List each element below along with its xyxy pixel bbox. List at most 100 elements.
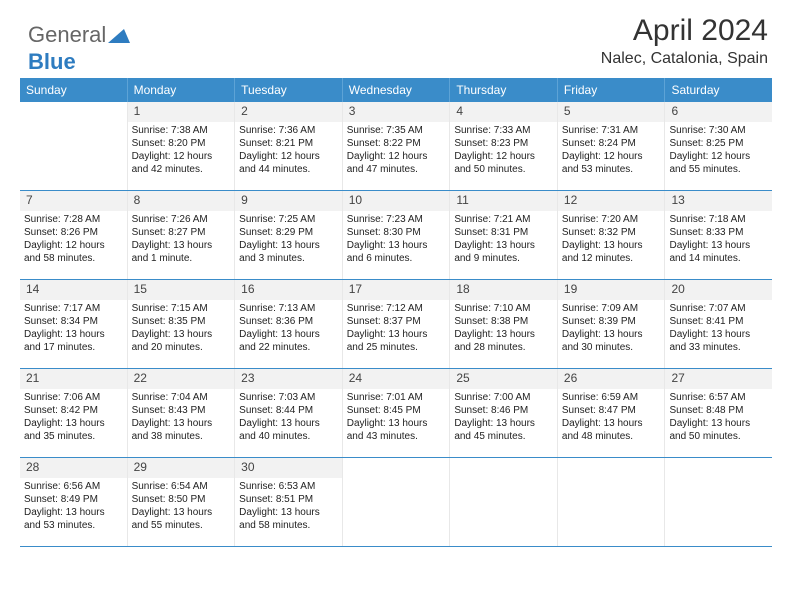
calendar-cell: 27Sunrise: 6:57 AMSunset: 8:48 PMDayligh… (665, 369, 772, 457)
daylight-text: Daylight: 12 hours and 44 minutes. (239, 150, 338, 176)
sunset-text: Sunset: 8:48 PM (669, 404, 768, 417)
week-row: 21Sunrise: 7:06 AMSunset: 8:42 PMDayligh… (20, 369, 772, 458)
sunset-text: Sunset: 8:27 PM (132, 226, 231, 239)
calendar-body: 1Sunrise: 7:38 AMSunset: 8:20 PMDaylight… (20, 102, 772, 547)
sunset-text: Sunset: 8:41 PM (669, 315, 768, 328)
week-row: 28Sunrise: 6:56 AMSunset: 8:49 PMDayligh… (20, 458, 772, 547)
sunrise-text: Sunrise: 7:01 AM (347, 391, 446, 404)
daylight-text: Daylight: 13 hours and 53 minutes. (24, 506, 123, 532)
calendar-cell: 9 Sunrise: 7:25 AMSunset: 8:29 PMDaylight… (235, 191, 343, 279)
sunset-text: Sunset: 8:38 PM (454, 315, 553, 328)
sunrise-text: Sunrise: 7:13 AM (239, 302, 338, 315)
daylight-text: Daylight: 13 hours and 22 minutes. (239, 328, 338, 354)
calendar-cell: 8Sunrise: 7:26 AMSunset: 8:27 PMDaylight… (128, 191, 236, 279)
calendar-cell: 22Sunrise: 7:04 AMSunset: 8:43 PMDayligh… (128, 369, 236, 457)
sunrise-text: Sunrise: 7:20 AM (562, 213, 661, 226)
calendar-cell: 26Sunrise: 6:59 AMSunset: 8:47 PMDayligh… (558, 369, 666, 457)
calendar-cell: 12Sunrise: 7:20 AMSunset: 8:32 PMDayligh… (558, 191, 666, 279)
calendar-cell (558, 458, 666, 546)
sunrise-text: Sunrise: 7:30 AM (669, 124, 768, 137)
sunset-text: Sunset: 8:43 PM (132, 404, 231, 417)
daylight-text: Daylight: 13 hours and 58 minutes. (239, 506, 338, 532)
daylight-text: Daylight: 12 hours and 58 minutes. (24, 239, 123, 265)
sunrise-text: Sunrise: 7:23 AM (347, 213, 446, 226)
daylight-text: Daylight: 13 hours and 1 minute. (132, 239, 231, 265)
sunrise-text: Sunrise: 7:09 AM (562, 302, 661, 315)
daylight-text: Daylight: 12 hours and 53 minutes. (562, 150, 661, 176)
sunset-text: Sunset: 8:24 PM (562, 137, 661, 150)
day-number: 25 (450, 369, 557, 389)
sunset-text: Sunset: 8:30 PM (347, 226, 446, 239)
sunset-text: Sunset: 8:22 PM (347, 137, 446, 150)
day-header-sat: Saturday (665, 78, 772, 102)
daylight-text: Daylight: 13 hours and 3 minutes. (239, 239, 338, 265)
sunset-text: Sunset: 8:33 PM (669, 226, 768, 239)
day-number: 18 (450, 280, 557, 300)
day-number: 26 (558, 369, 665, 389)
sunrise-text: Sunrise: 7:31 AM (562, 124, 661, 137)
sunset-text: Sunset: 8:37 PM (347, 315, 446, 328)
sunrise-text: Sunrise: 7:10 AM (454, 302, 553, 315)
day-number: 21 (20, 369, 127, 389)
daylight-text: Daylight: 13 hours and 14 minutes. (669, 239, 768, 265)
sunrise-text: Sunrise: 7:17 AM (24, 302, 123, 315)
daylight-text: Daylight: 13 hours and 35 minutes. (24, 417, 123, 443)
sunset-text: Sunset: 8:42 PM (24, 404, 123, 417)
calendar-cell: 13Sunrise: 7:18 AMSunset: 8:33 PMDayligh… (665, 191, 772, 279)
daylight-text: Daylight: 13 hours and 33 minutes. (669, 328, 768, 354)
calendar-cell: 20Sunrise: 7:07 AMSunset: 8:41 PMDayligh… (665, 280, 772, 368)
sunrise-text: Sunrise: 7:35 AM (347, 124, 446, 137)
day-number: 9 (235, 191, 342, 211)
day-header-fri: Friday (558, 78, 666, 102)
calendar-cell: 30Sunrise: 6:53 AMSunset: 8:51 PMDayligh… (235, 458, 343, 546)
calendar-cell: 16Sunrise: 7:13 AMSunset: 8:36 PMDayligh… (235, 280, 343, 368)
calendar-cell: 18Sunrise: 7:10 AMSunset: 8:38 PMDayligh… (450, 280, 558, 368)
calendar-cell: 24Sunrise: 7:01 AMSunset: 8:45 PMDayligh… (343, 369, 451, 457)
sunset-text: Sunset: 8:25 PM (669, 137, 768, 150)
sunset-text: Sunset: 8:26 PM (24, 226, 123, 239)
daylight-text: Daylight: 13 hours and 6 minutes. (347, 239, 446, 265)
day-number: 12 (558, 191, 665, 211)
sunrise-text: Sunrise: 7:06 AM (24, 391, 123, 404)
sunrise-text: Sunrise: 7:25 AM (239, 213, 338, 226)
sunrise-text: Sunrise: 7:26 AM (132, 213, 231, 226)
sunrise-text: Sunrise: 7:18 AM (669, 213, 768, 226)
calendar-cell (665, 458, 772, 546)
logo-part2: Blue (28, 49, 76, 74)
calendar-cell: 23Sunrise: 7:03 AMSunset: 8:44 PMDayligh… (235, 369, 343, 457)
calendar-cell: 11Sunrise: 7:21 AMSunset: 8:31 PMDayligh… (450, 191, 558, 279)
sunrise-text: Sunrise: 7:00 AM (454, 391, 553, 404)
sunrise-text: Sunrise: 7:03 AM (239, 391, 338, 404)
calendar-cell: 15Sunrise: 7:15 AMSunset: 8:35 PMDayligh… (128, 280, 236, 368)
sunset-text: Sunset: 8:44 PM (239, 404, 338, 417)
day-number: 14 (20, 280, 127, 300)
day-header-mon: Monday (128, 78, 236, 102)
calendar-cell (450, 458, 558, 546)
daylight-text: Daylight: 12 hours and 50 minutes. (454, 150, 553, 176)
day-header-row: Sunday Monday Tuesday Wednesday Thursday… (20, 78, 772, 102)
day-number: 17 (343, 280, 450, 300)
sunrise-text: Sunrise: 7:12 AM (347, 302, 446, 315)
sunrise-text: Sunrise: 7:04 AM (132, 391, 231, 404)
day-number: 4 (450, 102, 557, 122)
sunrise-text: Sunrise: 7:28 AM (24, 213, 123, 226)
calendar-cell: 4Sunrise: 7:33 AMSunset: 8:23 PMDaylight… (450, 102, 558, 190)
calendar-cell: 21 Sunrise: 7:06 AMSunset: 8:42 PMDayligh… (20, 369, 128, 457)
day-header-wed: Wednesday (343, 78, 451, 102)
day-number: 28 (20, 458, 127, 478)
sunrise-text: Sunrise: 7:07 AM (669, 302, 768, 315)
daylight-text: Daylight: 12 hours and 55 minutes. (669, 150, 768, 176)
calendar: Sunday Monday Tuesday Wednesday Thursday… (20, 78, 772, 547)
day-number: 22 (128, 369, 235, 389)
daylight-text: Daylight: 13 hours and 50 minutes. (669, 417, 768, 443)
sunset-text: Sunset: 8:29 PM (239, 226, 338, 239)
day-number: 15 (128, 280, 235, 300)
sunrise-text: Sunrise: 7:33 AM (454, 124, 553, 137)
week-row: 1Sunrise: 7:38 AMSunset: 8:20 PMDaylight… (20, 102, 772, 191)
sunrise-text: Sunrise: 6:59 AM (562, 391, 661, 404)
sunset-text: Sunset: 8:21 PM (239, 137, 338, 150)
calendar-cell: 3Sunrise: 7:35 AMSunset: 8:22 PMDaylight… (343, 102, 451, 190)
sunset-text: Sunset: 8:36 PM (239, 315, 338, 328)
sunrise-text: Sunrise: 7:15 AM (132, 302, 231, 315)
sunset-text: Sunset: 8:47 PM (562, 404, 661, 417)
